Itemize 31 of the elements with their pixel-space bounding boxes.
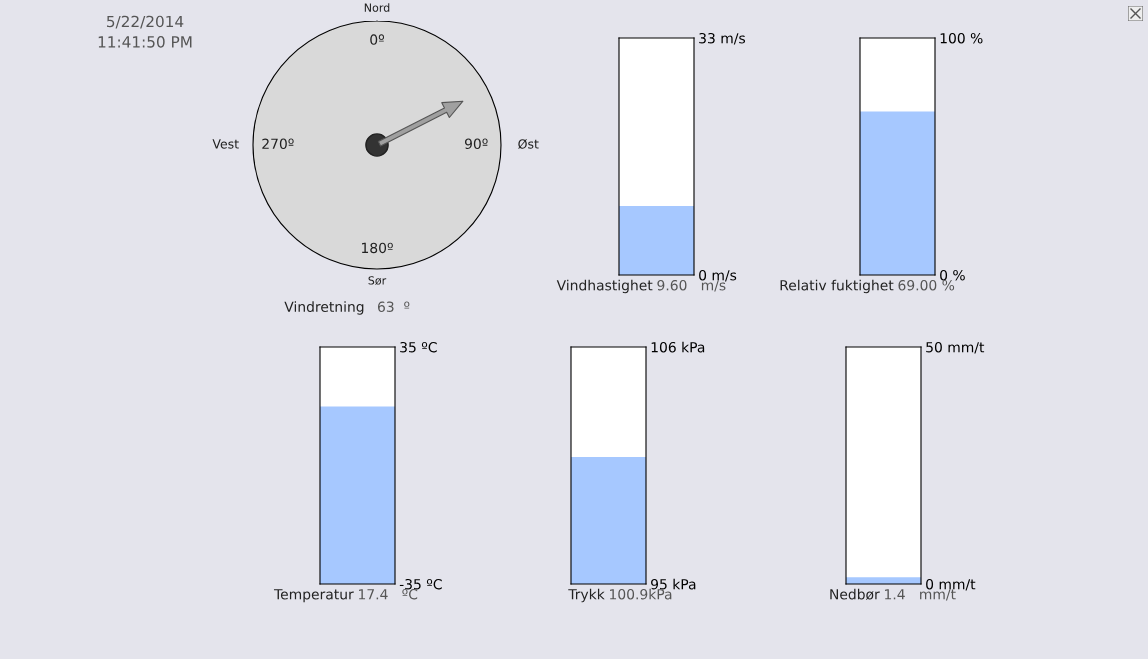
text: 0º: [370, 34, 385, 45]
y-tick-label: 35 ºC: [400, 341, 437, 353]
y-tick-label: 95 kPa: [651, 578, 696, 590]
text: Vest: [212, 139, 239, 149]
text: Øst: [518, 138, 539, 149]
data-label: 63 º: [377, 301, 410, 312]
data-label: 69.00 %: [898, 279, 955, 291]
text: Sør: [368, 276, 387, 285]
data-label: 100.9kPa: [610, 588, 672, 600]
x-axis-title: Nedbør: [830, 588, 880, 600]
x-axis-title: Relativ fuktighet: [780, 279, 894, 294]
y-tick-label: 106 kPa: [651, 341, 705, 353]
x-axis-title: Temperatur: [273, 589, 354, 603]
x-axis-title: Vindhastighet: [556, 279, 653, 294]
y-tick-label: -35 ºC: [399, 578, 442, 590]
y-tick-label: 50 mm/t: [926, 341, 985, 354]
text: 11:41:50 PM: [98, 36, 192, 48]
y-tick-label: 33 m/s: [699, 32, 746, 45]
text: 270º: [262, 138, 294, 150]
y-tick-label: 100 %: [940, 32, 983, 44]
data-label: 17.4 ºC: [359, 588, 418, 600]
text: Vindretning: [284, 301, 364, 315]
data-label: 1.4 mm/t: [885, 589, 956, 601]
y-tick-label: 0 mm/t: [926, 578, 976, 591]
text: Nord: [364, 3, 390, 12]
y-tick-label: 0 m/s: [699, 269, 737, 282]
text: 180º: [362, 242, 393, 254]
x-axis-title: Trykk: [568, 588, 605, 603]
y-tick-label: 0 %: [940, 269, 965, 281]
text: 5/22/2014: [107, 15, 184, 29]
text: 90º: [464, 138, 488, 150]
